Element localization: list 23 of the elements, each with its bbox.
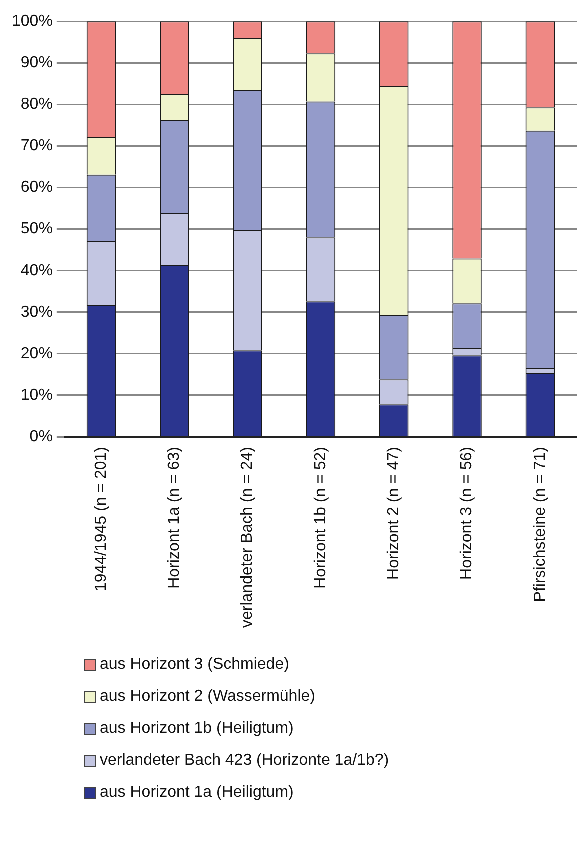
x-tick-label: verlandeter Bach (n = 24) <box>239 447 256 628</box>
y-tick-label: 100% <box>12 13 53 30</box>
legend-label: aus Horizont 1b (Heiligtum) <box>100 720 294 738</box>
legend-label: aus Horizont 3 (Schmiede) <box>100 656 290 674</box>
x-tick-label: Horizont 2 (n = 47) <box>386 447 403 580</box>
x-tick-label: Horizont 1b (n = 52) <box>312 447 330 589</box>
x-tick-label: 1944/1945 (n = 201) <box>92 447 110 592</box>
y-tick-label: 90% <box>20 54 53 72</box>
y-tick-label: 60% <box>20 179 53 196</box>
y-tick-label: 80% <box>20 96 53 114</box>
x-tick-label: Horizont 1a (n = 63) <box>166 447 184 589</box>
y-tick-label: 30% <box>20 304 53 321</box>
x-tick-label: Pfirsichsteine (n = 71) <box>532 447 549 602</box>
y-tick-label: 10% <box>20 386 53 404</box>
legend-label: aus Horizont 1a (Heiligtum) <box>100 784 294 802</box>
y-tick-label: 50% <box>20 220 53 238</box>
y-tick-label: 40% <box>20 262 53 280</box>
y-tick-label: 70% <box>20 138 53 155</box>
y-tick-label: 0% <box>30 428 53 446</box>
legend-label: verlandeter Bach 423 (Horizonte 1a/1b?) <box>100 752 390 770</box>
legend-label: aus Horizont 2 (Wassermühle) <box>100 688 316 706</box>
y-tick-label: 20% <box>20 345 53 362</box>
x-tick-label: Horizont 3 (n = 56) <box>458 447 476 580</box>
